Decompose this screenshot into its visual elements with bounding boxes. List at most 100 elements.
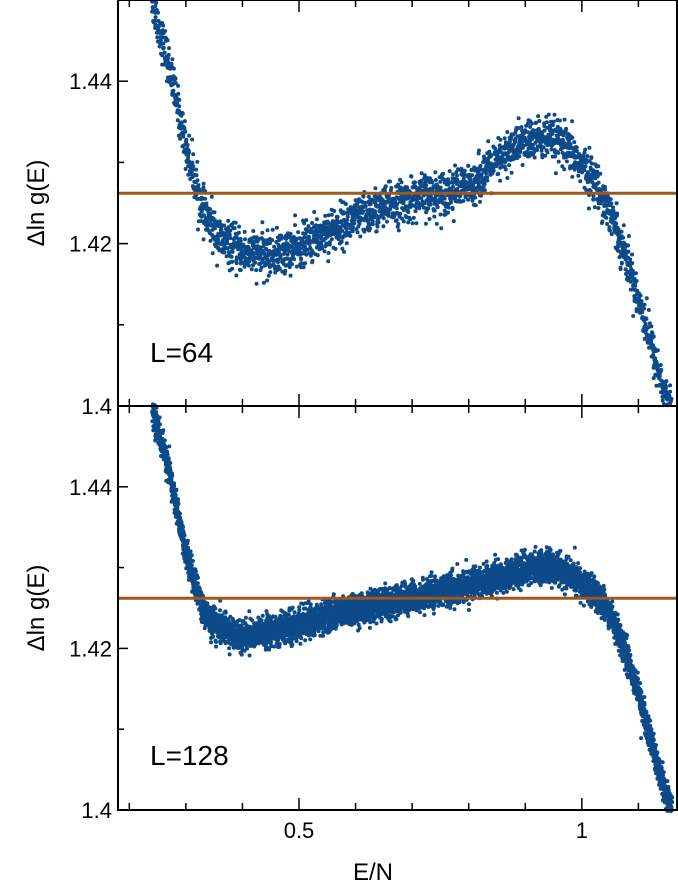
data-point — [214, 639, 218, 644]
data-point — [394, 206, 399, 211]
data-point — [293, 213, 298, 218]
data-point — [173, 493, 178, 497]
data-point — [405, 185, 409, 190]
data-point — [165, 38, 170, 43]
data-point — [399, 180, 404, 185]
data-point — [592, 205, 597, 210]
data-point — [583, 147, 588, 152]
data-point — [505, 176, 510, 180]
data-point — [428, 202, 433, 207]
data-point — [181, 529, 186, 534]
data-point — [344, 241, 349, 246]
data-point — [299, 261, 304, 266]
data-point — [217, 219, 222, 224]
data-point — [438, 185, 443, 190]
data-point — [312, 210, 317, 214]
data-point — [509, 170, 514, 175]
data-point — [279, 233, 284, 238]
data-point — [562, 167, 567, 172]
data-point — [609, 232, 614, 237]
data-point — [541, 145, 546, 150]
data-point — [228, 236, 233, 241]
data-point — [347, 230, 352, 235]
data-point — [176, 91, 181, 96]
data-point — [545, 150, 550, 155]
data-point — [288, 273, 293, 278]
data-point — [550, 123, 555, 128]
data-point — [234, 261, 239, 266]
data-point — [179, 120, 184, 125]
data-point — [153, 4, 158, 9]
data-point — [176, 501, 181, 506]
data-point — [470, 198, 475, 203]
data-point — [398, 185, 403, 190]
data-point — [259, 618, 264, 623]
panel-top-ytick-label-1: 1.42 — [69, 232, 112, 257]
data-point — [242, 229, 247, 234]
data-point — [291, 235, 296, 239]
data-point — [466, 163, 471, 168]
data-point — [370, 219, 375, 224]
data-point — [411, 215, 416, 220]
data-point — [642, 306, 646, 311]
data-point — [478, 199, 482, 204]
data-point — [628, 279, 633, 284]
data-point — [249, 267, 254, 272]
data-point — [201, 181, 206, 186]
data-point — [158, 38, 163, 43]
data-point — [277, 266, 282, 271]
data-point — [175, 101, 180, 106]
data-point — [435, 205, 440, 210]
data-point — [211, 634, 216, 639]
data-point — [285, 256, 290, 261]
data-point — [161, 41, 166, 46]
data-point — [182, 119, 187, 124]
data-point — [507, 163, 512, 168]
data-point — [154, 410, 159, 415]
data-point — [388, 179, 392, 184]
data-point — [608, 228, 612, 233]
data-point — [212, 210, 217, 215]
data-point — [333, 246, 338, 251]
data-point — [434, 221, 439, 226]
data-point — [268, 241, 272, 246]
data-point — [154, 0, 159, 5]
data-point — [195, 178, 200, 183]
data-point — [334, 623, 339, 628]
data-point — [621, 223, 626, 228]
data-point — [587, 145, 592, 150]
data-point — [222, 223, 227, 228]
data-point — [358, 234, 363, 239]
data-point — [439, 226, 444, 231]
data-point — [182, 126, 187, 130]
data-point — [341, 210, 346, 215]
data-point — [319, 240, 324, 245]
panel-top-label: L=64 — [150, 337, 213, 368]
data-point — [668, 383, 673, 388]
data-point — [614, 221, 619, 226]
data-point — [225, 241, 230, 246]
data-point — [646, 308, 651, 312]
data-point — [572, 140, 577, 145]
data-point — [272, 244, 277, 249]
data-point — [626, 249, 631, 254]
data-point — [502, 136, 507, 141]
data-point — [448, 200, 453, 205]
data-point — [488, 152, 493, 157]
data-point — [659, 367, 664, 372]
data-point — [237, 224, 242, 229]
data-point — [470, 173, 474, 178]
data-point — [215, 263, 220, 268]
data-point — [169, 61, 174, 66]
data-point — [342, 249, 346, 254]
data-point — [238, 268, 243, 273]
data-point — [209, 640, 213, 645]
data-point — [539, 148, 544, 153]
data-point — [315, 234, 320, 239]
data-point — [651, 334, 656, 339]
data-point — [385, 219, 389, 224]
data-point — [446, 205, 451, 210]
data-point — [173, 76, 178, 81]
data-point — [326, 259, 331, 264]
data-point — [290, 605, 295, 610]
